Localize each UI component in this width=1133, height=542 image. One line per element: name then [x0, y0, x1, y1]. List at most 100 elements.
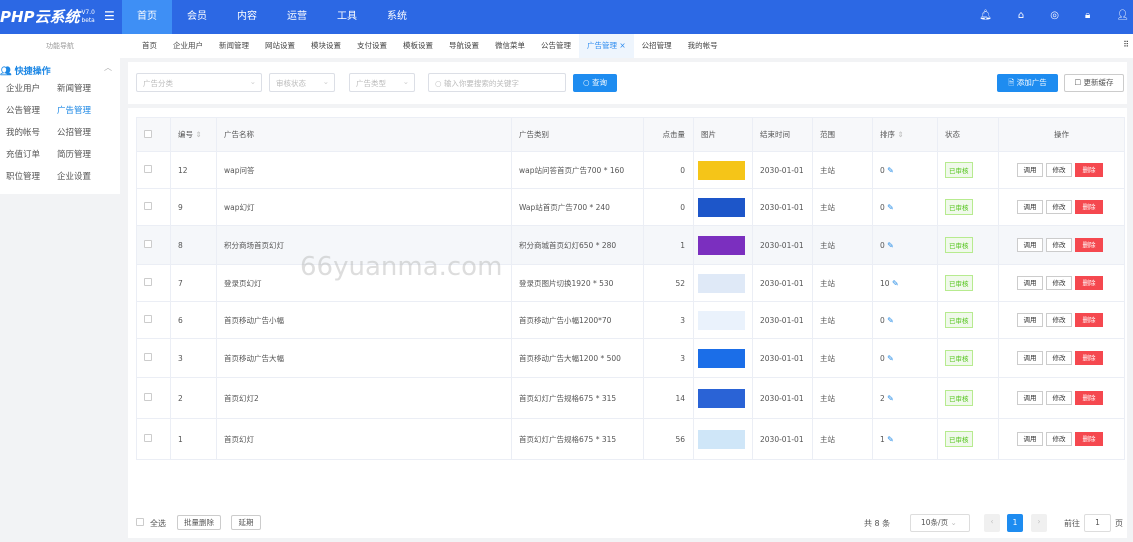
edit-pencil-icon[interactable]: ✎ — [891, 278, 899, 288]
extend-button[interactable]: 延期 — [231, 515, 261, 530]
ad-thumbnail[interactable] — [698, 273, 745, 293]
edit-button[interactable]: 修改 — [1046, 351, 1072, 365]
next-page-button[interactable]: › — [1031, 514, 1047, 532]
delete-button[interactable]: 删除 — [1075, 313, 1103, 327]
delete-button[interactable]: 删除 — [1075, 163, 1103, 177]
call-button[interactable]: 调用 — [1017, 432, 1043, 446]
tab[interactable]: 广告管理 × — [579, 34, 634, 58]
call-button[interactable]: 调用 — [1017, 276, 1043, 290]
sidebar-item[interactable]: 广告管理 — [57, 106, 92, 116]
menu-toggle-icon[interactable]: ☰ — [104, 9, 115, 23]
sidebar-item[interactable]: 公告管理 — [6, 106, 41, 116]
sort-icon[interactable]: ⇕ — [897, 130, 904, 139]
sidebar-item[interactable]: 职位管理 — [6, 172, 41, 182]
sidebar-item[interactable]: 企业用户 — [6, 84, 41, 94]
tab[interactable]: 导航设置 — [449, 41, 479, 50]
home-icon[interactable]: ⌂ — [1017, 10, 1025, 21]
nav-item[interactable]: 工具 — [337, 11, 357, 22]
page-1-button[interactable]: 1 — [1007, 514, 1023, 532]
ad-thumbnail[interactable] — [698, 160, 745, 180]
edit-pencil-icon[interactable]: ✎ — [887, 434, 894, 444]
row-checkbox[interactable] — [144, 315, 152, 323]
ad-thumbnail[interactable] — [698, 388, 745, 408]
edit-pencil-icon[interactable]: ✎ — [887, 353, 894, 363]
delete-button[interactable]: 删除 — [1075, 200, 1103, 214]
sidebar-item[interactable]: 新闻管理 — [57, 84, 92, 94]
sidebar-item[interactable]: 企业设置 — [57, 172, 92, 182]
edit-button[interactable]: 修改 — [1046, 432, 1072, 446]
search-button[interactable]: ○ 查询 — [573, 74, 617, 92]
tab[interactable]: 模板设置 — [403, 41, 433, 50]
row-checkbox[interactable] — [144, 240, 152, 248]
call-button[interactable]: 调用 — [1017, 313, 1043, 327]
nav-item[interactable]: 会员 — [187, 11, 207, 22]
add-ad-button[interactable]: 🗎 添加广告 — [997, 74, 1058, 92]
row-checkbox[interactable] — [144, 393, 152, 401]
edit-pencil-icon[interactable]: ✎ — [887, 165, 894, 175]
row-checkbox[interactable] — [144, 434, 152, 442]
edit-button[interactable]: 修改 — [1046, 313, 1072, 327]
nav-item[interactable]: 运营 — [287, 11, 307, 22]
tab[interactable]: 模块设置 — [311, 41, 341, 50]
delete-button[interactable]: 删除 — [1075, 351, 1103, 365]
nav-item[interactable]: 系统 — [387, 11, 407, 22]
sidebar-item[interactable]: 充值订单 — [6, 150, 41, 160]
edit-button[interactable]: 修改 — [1046, 276, 1072, 290]
page-size-select[interactable]: 10条/页 ⌄ — [910, 514, 970, 532]
call-button[interactable]: 调用 — [1017, 200, 1043, 214]
quick-actions-header[interactable]: 👥︎ 快捷操作 — [0, 67, 51, 77]
column-header[interactable]: 编号 ⇕ — [170, 117, 217, 152]
ad-thumbnail[interactable] — [698, 310, 745, 330]
tab[interactable]: 我的帐号 — [687, 41, 718, 50]
sidebar-item[interactable]: 简历管理 — [57, 150, 92, 160]
row-checkbox[interactable] — [144, 353, 152, 361]
tab[interactable]: 企业用户 — [173, 41, 203, 50]
ad-thumbnail[interactable] — [698, 235, 745, 255]
sidebar-item[interactable]: 我的帐号 — [6, 128, 41, 138]
column-header[interactable]: 排序 ⇕ — [872, 117, 938, 152]
tab[interactable]: 首页 — [142, 41, 157, 50]
edit-pencil-icon[interactable]: ✎ — [887, 393, 894, 403]
grid-icon[interactable]: ⠿ — [1123, 40, 1129, 49]
status-select[interactable]: 审核状态 ⌄ — [269, 73, 335, 92]
tab[interactable]: 公招管理 — [641, 41, 672, 50]
call-button[interactable]: 调用 — [1017, 391, 1043, 405]
lock-icon[interactable]: 🔒︎ — [1084, 10, 1091, 21]
type-select[interactable]: 广告类型 ⌄ — [349, 73, 415, 92]
delete-button[interactable]: 删除 — [1075, 432, 1103, 446]
tab[interactable]: 微信菜单 — [495, 41, 525, 50]
edit-button[interactable]: 修改 — [1046, 391, 1072, 405]
edit-button[interactable]: 修改 — [1046, 163, 1072, 177]
edit-button[interactable]: 修改 — [1046, 238, 1072, 252]
call-button[interactable]: 调用 — [1017, 163, 1043, 177]
edit-pencil-icon[interactable]: ✎ — [887, 315, 894, 325]
edit-pencil-icon[interactable]: ✎ — [887, 240, 894, 250]
select-all-checkbox[interactable] — [136, 518, 144, 526]
row-checkbox[interactable] — [144, 202, 152, 210]
row-checkbox[interactable] — [144, 278, 152, 286]
header-checkbox[interactable] — [144, 129, 152, 138]
tab[interactable]: 新闻管理 — [219, 41, 249, 50]
tab[interactable]: 公告管理 — [541, 41, 571, 50]
delete-button[interactable]: 删除 — [1075, 276, 1103, 290]
ad-thumbnail[interactable] — [698, 197, 745, 217]
ad-thumbnail[interactable] — [698, 429, 745, 449]
row-checkbox[interactable] — [144, 165, 152, 173]
category-select[interactable]: 广告分类 ⌄ — [136, 73, 262, 92]
refresh-cache-button[interactable]: ☐ 更新缓存 — [1064, 74, 1124, 92]
delete-button[interactable]: 删除 — [1075, 238, 1103, 252]
sidebar-item[interactable]: 公招管理 — [57, 128, 92, 138]
edit-pencil-icon[interactable]: ✎ — [887, 202, 894, 212]
search-input[interactable]: ○ 输入你要搜索的关键字 — [428, 73, 566, 92]
tab[interactable]: 网站设置 — [265, 41, 295, 50]
compass-icon[interactable]: ◎ — [1050, 10, 1059, 21]
chevron-up-icon[interactable]: ︿ — [104, 63, 112, 72]
nav-item[interactable]: 内容 — [237, 11, 257, 22]
ad-thumbnail[interactable] — [698, 348, 745, 368]
tab[interactable]: 支付设置 — [357, 41, 387, 50]
user-icon[interactable]: 👤︎ — [1116, 10, 1129, 21]
bell-icon[interactable]: 🔔︎ — [979, 10, 992, 21]
prev-page-button[interactable]: ‹ — [984, 514, 1000, 532]
call-button[interactable]: 调用 — [1017, 238, 1043, 252]
sort-icon[interactable]: ⇕ — [195, 130, 202, 139]
